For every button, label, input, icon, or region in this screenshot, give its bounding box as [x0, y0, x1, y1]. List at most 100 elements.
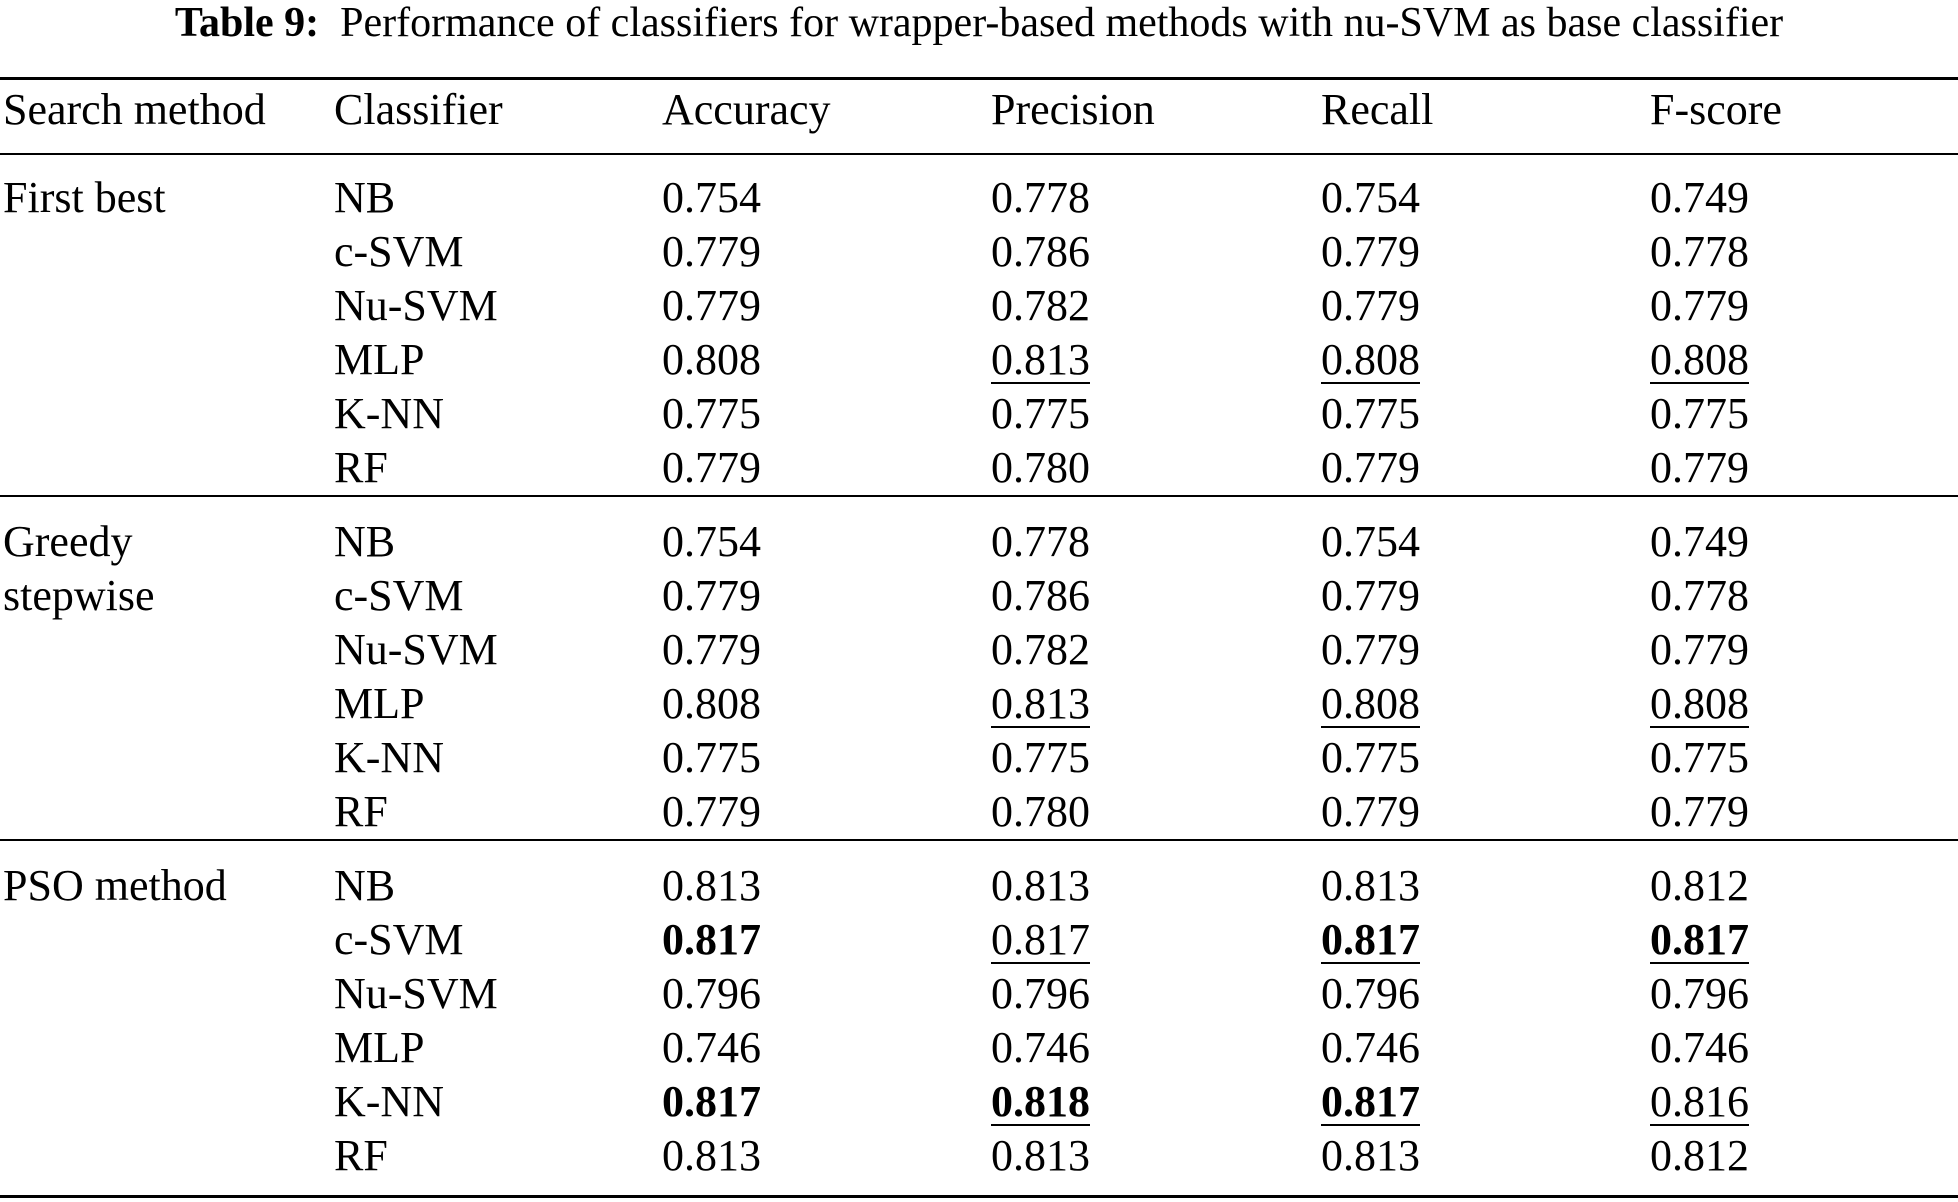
accuracy-cell: 0.746: [662, 1023, 761, 1072]
recall-cell: 0.779: [1321, 281, 1420, 330]
caption-text: Performance of classifiers for wrapper-b…: [340, 0, 1784, 46]
accuracy-cell: 0.779: [662, 227, 761, 276]
precision-cell: 0.778: [991, 517, 1090, 566]
precision-cell: 0.813: [991, 335, 1090, 384]
accuracy-cell: 0.779: [662, 281, 761, 330]
recall-cell: 0.779: [1321, 787, 1420, 836]
accuracy-cell: 0.775: [662, 389, 761, 438]
accuracy-cell: 0.775: [662, 733, 761, 782]
precision-cell: 0.796: [991, 969, 1090, 1018]
accuracy-cell: 0.754: [662, 517, 761, 566]
accuracy-cell: 0.779: [662, 443, 761, 492]
precision-cell: 0.813: [991, 861, 1090, 910]
precision-cell: 0.817: [991, 915, 1090, 964]
classifier-cell: Nu-SVM: [334, 625, 498, 674]
top-rule: [0, 77, 1958, 80]
classifier-cell: c-SVM: [334, 915, 464, 964]
accuracy-cell: 0.817: [662, 1077, 761, 1126]
classifier-cell: Nu-SVM: [334, 969, 498, 1018]
fscore-cell: 0.778: [1650, 227, 1749, 276]
precision-cell: 0.786: [991, 227, 1090, 276]
precision-cell: 0.778: [991, 173, 1090, 222]
accuracy-cell: 0.813: [662, 1131, 761, 1180]
fscore-cell: 0.816: [1650, 1077, 1749, 1126]
header-fscore: F-score: [1650, 85, 1782, 134]
fscore-cell: 0.779: [1650, 625, 1749, 674]
recall-cell: 0.796: [1321, 969, 1420, 1018]
accuracy-cell: 0.779: [662, 625, 761, 674]
precision-cell: 0.786: [991, 571, 1090, 620]
recall-cell: 0.808: [1321, 679, 1420, 728]
fscore-cell: 0.775: [1650, 733, 1749, 782]
fscore-cell: 0.808: [1650, 679, 1749, 728]
precision-cell: 0.775: [991, 389, 1090, 438]
classifier-cell: c-SVM: [334, 227, 464, 276]
fscore-cell: 0.778: [1650, 571, 1749, 620]
recall-cell: 0.779: [1321, 625, 1420, 674]
fscore-cell: 0.812: [1650, 861, 1749, 910]
classifier-cell: K-NN: [334, 1077, 444, 1126]
accuracy-cell: 0.779: [662, 571, 761, 620]
precision-cell: 0.813: [991, 679, 1090, 728]
fscore-cell: 0.749: [1650, 173, 1749, 222]
header-rule: [0, 153, 1958, 155]
fscore-cell: 0.812: [1650, 1131, 1749, 1180]
header-search-method: Search method: [3, 85, 266, 134]
precision-cell: 0.775: [991, 733, 1090, 782]
search-method-label: PSO method: [3, 861, 227, 910]
classifier-cell: RF: [334, 443, 388, 492]
recall-cell: 0.779: [1321, 227, 1420, 276]
accuracy-cell: 0.779: [662, 787, 761, 836]
recall-cell: 0.817: [1321, 1077, 1420, 1126]
recall-cell: 0.746: [1321, 1023, 1420, 1072]
bottom-rule: [0, 1195, 1958, 1198]
accuracy-cell: 0.754: [662, 173, 761, 222]
precision-cell: 0.782: [991, 281, 1090, 330]
recall-cell: 0.779: [1321, 571, 1420, 620]
search-method-label: Greedy: [3, 517, 133, 566]
accuracy-cell: 0.808: [662, 335, 761, 384]
precision-cell: 0.782: [991, 625, 1090, 674]
classifier-cell: Nu-SVM: [334, 281, 498, 330]
fscore-cell: 0.775: [1650, 389, 1749, 438]
group-separator-1: [0, 495, 1958, 497]
accuracy-cell: 0.808: [662, 679, 761, 728]
classifier-cell: MLP: [334, 335, 425, 384]
precision-cell: 0.780: [991, 787, 1090, 836]
precision-cell: 0.780: [991, 443, 1090, 492]
recall-cell: 0.813: [1321, 1131, 1420, 1180]
precision-cell: 0.813: [991, 1131, 1090, 1180]
classifier-cell: K-NN: [334, 733, 444, 782]
header-accuracy: Accuracy: [662, 85, 831, 134]
fscore-cell: 0.808: [1650, 335, 1749, 384]
accuracy-cell: 0.817: [662, 915, 761, 964]
header-recall: Recall: [1321, 85, 1434, 134]
fscore-cell: 0.749: [1650, 517, 1749, 566]
recall-cell: 0.775: [1321, 389, 1420, 438]
precision-cell: 0.818: [991, 1077, 1090, 1126]
accuracy-cell: 0.813: [662, 861, 761, 910]
fscore-cell: 0.796: [1650, 969, 1749, 1018]
fscore-cell: 0.817: [1650, 915, 1749, 964]
recall-cell: 0.775: [1321, 733, 1420, 782]
classifier-cell: RF: [334, 1131, 388, 1180]
caption-label: Table 9:: [174, 0, 320, 46]
classifier-cell: K-NN: [334, 389, 444, 438]
recall-cell: 0.754: [1321, 517, 1420, 566]
classifier-cell: MLP: [334, 679, 425, 728]
fscore-cell: 0.746: [1650, 1023, 1749, 1072]
recall-cell: 0.817: [1321, 915, 1420, 964]
recall-cell: 0.808: [1321, 335, 1420, 384]
recall-cell: 0.754: [1321, 173, 1420, 222]
fscore-cell: 0.779: [1650, 787, 1749, 836]
classifier-cell: NB: [334, 861, 396, 910]
header-precision: Precision: [991, 85, 1155, 134]
recall-cell: 0.779: [1321, 443, 1420, 492]
classifier-cell: NB: [334, 173, 396, 222]
fscore-cell: 0.779: [1650, 443, 1749, 492]
table-caption: Table 9: Performance of classifiers for …: [0, 0, 1958, 46]
accuracy-cell: 0.796: [662, 969, 761, 1018]
classifier-cell: NB: [334, 517, 396, 566]
fscore-cell: 0.779: [1650, 281, 1749, 330]
